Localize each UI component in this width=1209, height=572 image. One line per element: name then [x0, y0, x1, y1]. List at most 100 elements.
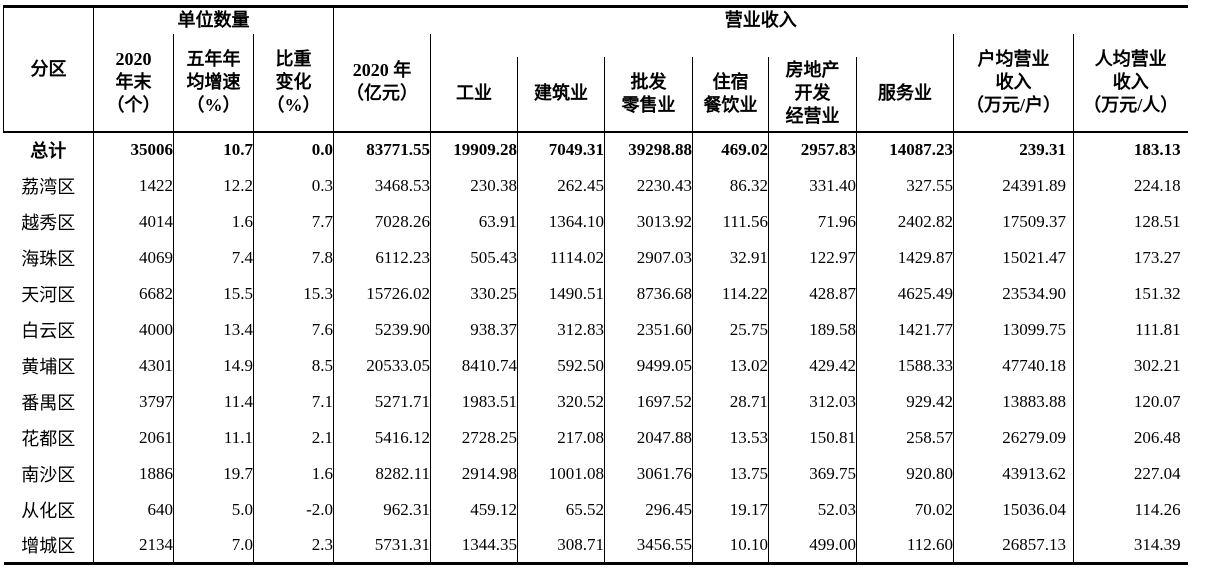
- value-cell: 1001.08: [517, 455, 605, 492]
- value-cell: 217.08: [517, 419, 605, 456]
- value-cell: 70.02: [856, 491, 954, 528]
- value-cell: 8736.68: [604, 275, 693, 312]
- value-cell: 5.0: [173, 491, 254, 528]
- value-cell: 592.50: [517, 347, 605, 384]
- value-cell: 1364.10: [517, 203, 605, 240]
- table-row: 从化区 640 5.0 -2.0 962.31 459.12 65.52 296.45 19.1…: [4, 491, 1188, 528]
- value-cell: 9499.05: [604, 347, 693, 384]
- value-cell: 7.7: [252, 203, 334, 240]
- header-row-main: 2020 年末 （个） 五年年 均增速 （%） 比重 变化 （%） 2020 年…: [4, 33, 1188, 132]
- value-cell: 28.71: [692, 383, 769, 420]
- value-cell: 330.25: [430, 275, 518, 312]
- district-cell: 越秀区: [21, 212, 76, 233]
- value-cell: 1422: [93, 167, 174, 204]
- value-cell: 65.52: [517, 491, 605, 528]
- value-cell: 505.43: [430, 239, 518, 276]
- district-cell: 增城区: [21, 535, 76, 556]
- value-cell: 320.52: [517, 383, 605, 420]
- value-cell: 5416.12: [333, 419, 431, 456]
- district-cell: 天河区: [21, 284, 76, 305]
- value-cell: 4301: [93, 347, 174, 384]
- value-cell: 13.02: [692, 347, 769, 384]
- value-cell: 83771.55: [333, 130, 431, 168]
- value-cell: 469.02: [692, 130, 769, 168]
- value-cell: 2047.88: [604, 419, 693, 456]
- value-cell: 0.0: [252, 130, 334, 168]
- value-cell: 1114.02: [517, 239, 605, 276]
- value-cell: 13.53: [692, 419, 769, 456]
- value-cell: 2914.98: [430, 455, 518, 492]
- value-cell: 258.57: [856, 419, 954, 456]
- value-cell: 19.7: [173, 455, 254, 492]
- header-hotel-catering: 住宿 餐饮业: [692, 56, 769, 132]
- value-cell: 499.00: [768, 527, 857, 564]
- table-row: 花都区 2061 11.1 2.1 5416.12 2728.25 217.08 2047.8…: [4, 419, 1188, 456]
- table-row: 番禺区 3797 11.4 7.1 5271.71 1983.51 320.52 1697.5…: [4, 383, 1188, 420]
- value-cell: 962.31: [333, 491, 431, 528]
- district-cell: 黄埔区: [21, 356, 76, 377]
- header-wholesale-retail: 批发 零售业: [604, 56, 693, 132]
- value-cell: 15726.02: [333, 275, 431, 312]
- value-cell: 7.8: [252, 239, 334, 276]
- value-cell: 71.96: [768, 203, 857, 240]
- value-cell: 1421.77: [856, 311, 954, 348]
- district-cell: 从化区: [21, 500, 76, 521]
- value-cell: 13883.88: [953, 383, 1074, 420]
- value-cell: 7.1: [252, 383, 334, 420]
- value-cell: 19909.28: [430, 130, 518, 168]
- value-cell: -2.0: [252, 491, 334, 528]
- value-cell: 1983.51: [430, 383, 518, 420]
- district-cell: 荔湾区: [21, 176, 76, 197]
- value-cell: 26857.13: [953, 527, 1074, 564]
- header-district: 分区: [3, 6, 94, 132]
- value-cell: 3797: [93, 383, 174, 420]
- value-cell: 2134: [93, 527, 174, 564]
- value-cell: 7.4: [173, 239, 254, 276]
- value-cell: 15021.47: [953, 239, 1074, 276]
- revenue-industries-spacer: [430, 33, 954, 57]
- header-units-growth: 五年年 均增速 （%）: [173, 33, 254, 132]
- value-cell: 14.9: [173, 347, 254, 384]
- value-cell: 302.21: [1073, 347, 1188, 384]
- value-cell: 2957.83: [768, 130, 857, 168]
- value-cell: 4000: [93, 311, 174, 348]
- value-cell: 2907.03: [604, 239, 693, 276]
- value-cell: 25.75: [692, 311, 769, 348]
- value-cell: 206.48: [1073, 419, 1188, 456]
- value-cell: 13.75: [692, 455, 769, 492]
- value-cell: 189.58: [768, 311, 857, 348]
- value-cell: 6112.23: [333, 239, 431, 276]
- value-cell: 428.87: [768, 275, 857, 312]
- value-cell: 230.38: [430, 167, 518, 204]
- table-row: 增城区 2134 7.0 2.3 5731.31 1344.35 308.71 3456.55…: [4, 527, 1188, 564]
- table-row: 天河区 6682 15.5 15.3 15726.02 330.25 1490.51 8736…: [4, 275, 1188, 312]
- header-revenue-group: 营业收入: [333, 6, 1188, 34]
- value-cell: 35006: [93, 130, 174, 168]
- value-cell: 26279.09: [953, 419, 1074, 456]
- value-cell: 2351.60: [604, 311, 693, 348]
- value-cell: 6682: [93, 275, 174, 312]
- value-cell: 2230.43: [604, 167, 693, 204]
- header-units-2020: 2020 年末 （个）: [93, 33, 174, 132]
- value-cell: 32.91: [692, 239, 769, 276]
- value-cell: 0.3: [252, 167, 334, 204]
- header-services: 服务业: [856, 56, 954, 132]
- value-cell: 111.56: [692, 203, 769, 240]
- value-cell: 3468.53: [333, 167, 431, 204]
- table-row: 白云区 4000 13.4 7.6 5239.90 938.37 312.83 2351.60…: [4, 311, 1188, 348]
- table-row: 荔湾区 1422 12.2 0.3 3468.53 230.38 262.45 2230.43…: [4, 167, 1188, 204]
- value-cell: 3061.76: [604, 455, 693, 492]
- value-cell: 1.6: [173, 203, 254, 240]
- header-industry: 工业: [430, 56, 518, 132]
- value-cell: 262.45: [517, 167, 605, 204]
- value-cell: 7028.26: [333, 203, 431, 240]
- value-cell: 1697.52: [604, 383, 693, 420]
- value-cell: 86.32: [692, 167, 769, 204]
- value-cell: 929.42: [856, 383, 954, 420]
- value-cell: 23534.90: [953, 275, 1074, 312]
- value-cell: 1588.33: [856, 347, 954, 384]
- value-cell: 52.03: [768, 491, 857, 528]
- value-cell: 47740.18: [953, 347, 1074, 384]
- value-cell: 7049.31: [517, 130, 605, 168]
- value-cell: 173.27: [1073, 239, 1188, 276]
